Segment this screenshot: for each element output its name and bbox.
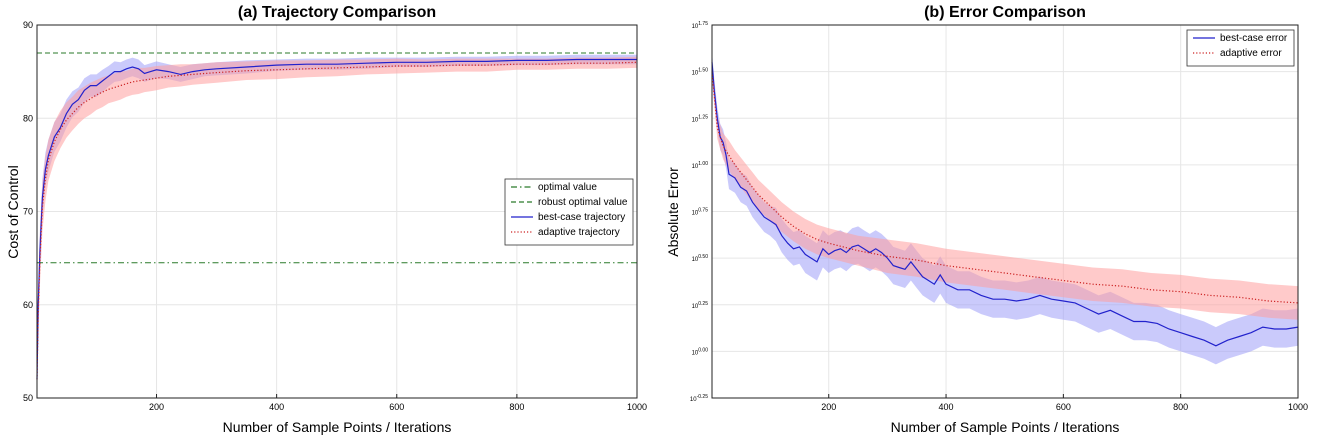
- y-tick-label: 10-0.25: [690, 394, 708, 403]
- y-tick-label: 90: [23, 20, 33, 30]
- y-tick-label: 101.00: [692, 161, 709, 170]
- legend-label: best-case trajectory: [538, 212, 625, 223]
- x-tick-label: 800: [1173, 402, 1188, 412]
- y-tick-label: 101.75: [692, 21, 709, 30]
- legend-label: robust optimal value: [538, 197, 628, 208]
- x-axis-ticks: 200 400 600 800 1000: [821, 394, 1308, 412]
- x-tick-label: 200: [821, 402, 836, 412]
- x-tick-label: 800: [509, 402, 524, 412]
- x-tick-label: 1000: [1288, 402, 1308, 412]
- confidence-band: [37, 56, 637, 384]
- reference-lines: [37, 52, 637, 264]
- series-lines: [711, 62, 1299, 347]
- y-tick-label: 80: [23, 113, 33, 123]
- plot-frame: [36, 24, 638, 399]
- series-line: [711, 71, 1299, 304]
- confidence-bands: [37, 54, 637, 385]
- y-axis-label: Absolute Error: [665, 167, 681, 257]
- x-tick-label: 200: [149, 402, 164, 412]
- chart-title: (a) Trajectory Comparison: [238, 4, 436, 21]
- y-tick-label: 100.50: [692, 254, 709, 263]
- legend: optimal value robust optimal value best-ca…: [504, 178, 634, 246]
- series-line: [36, 58, 637, 380]
- y-tick-label: 101.50: [692, 68, 709, 77]
- y-axis-ticks: 50 60 70 80 90: [23, 20, 33, 403]
- y-tick-label: 101.25: [692, 114, 709, 123]
- x-tick-label: 600: [1056, 402, 1071, 412]
- legend-label: best-case error: [1220, 33, 1288, 44]
- trajectory-comparison-chart: (a) Trajectory Comparison 200 400 600 800 10…: [5, 4, 647, 435]
- y-axis-ticks: 10-0.25 100.00 100.25 100.50 100.75 101.00 101…: [690, 21, 708, 403]
- x-axis-label: Number of Sample Points / Iterations: [891, 419, 1120, 435]
- confidence-band: [712, 64, 1298, 320]
- x-tick-label: 600: [389, 402, 404, 412]
- legend-label: adaptive error: [1220, 48, 1282, 59]
- y-axis-label: Cost of Control: [5, 165, 21, 258]
- series-line: [36, 61, 638, 380]
- x-axis-label: Number of Sample Points / Iterations: [223, 419, 452, 435]
- legend-box: [1186, 29, 1295, 67]
- series-line: [711, 62, 1299, 347]
- y-tick-label: 70: [23, 207, 33, 217]
- y-tick-label: 50: [23, 393, 33, 403]
- legend-box: [504, 178, 634, 246]
- confidence-bands: [712, 51, 1298, 365]
- chart-title: (b) Error Comparison: [924, 4, 1086, 21]
- y-tick-label: 100.00: [692, 347, 709, 356]
- legend-label: optimal value: [538, 182, 597, 193]
- y-tick-label: 100.75: [692, 208, 709, 217]
- x-axis-ticks: 200 400 600 800 1000: [149, 394, 647, 412]
- x-tick-label: 400: [269, 402, 284, 412]
- x-tick-label: 400: [939, 402, 954, 412]
- y-tick-label: 100.25: [692, 301, 709, 310]
- legend-label: adaptive trajectory: [538, 227, 620, 238]
- plot-frame: [711, 24, 1299, 399]
- series-lines: [36, 58, 638, 380]
- y-tick-label: 60: [23, 300, 33, 310]
- error-comparison-chart: (b) Error Comparison 200 400 600 800 1000 10…: [665, 4, 1308, 435]
- legend: best-case error adaptive error: [1186, 29, 1295, 67]
- confidence-band: [712, 51, 1298, 365]
- x-tick-label: 1000: [627, 402, 647, 412]
